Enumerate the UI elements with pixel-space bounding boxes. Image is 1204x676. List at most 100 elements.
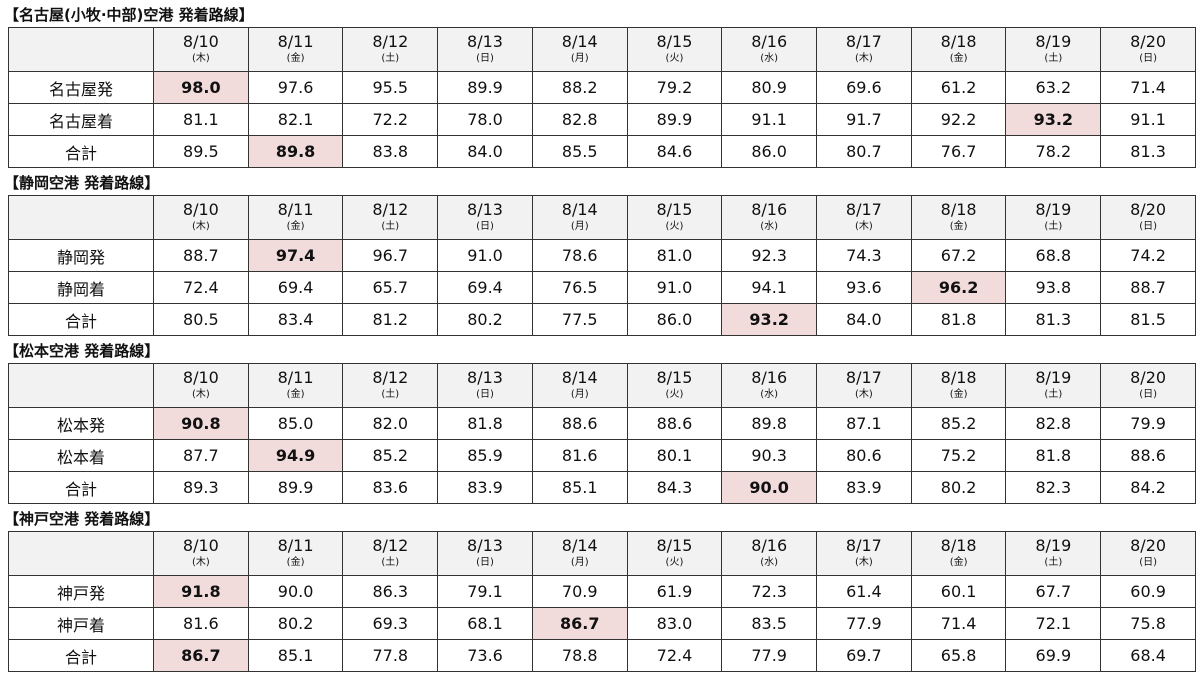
date-header: 8/11 (金) [247, 363, 344, 408]
row-label: 松本発 [8, 407, 154, 440]
date-header: 8/15 (火) [626, 195, 723, 240]
date-header: 8/20 (日) [1100, 531, 1196, 576]
value-cell: 81.8 [1005, 439, 1102, 472]
header-row: 8/10 (木) 8/11 (金) 8/12 (土) 8/13 (日) 8/14 (月) 8/15(… [8, 531, 1196, 576]
date: 8/16 [751, 535, 788, 555]
weekday: (月) [570, 220, 589, 232]
weekday: (土) [1044, 220, 1063, 232]
data-row: 神戸着 81.6 80.2 69.3 68.1 86.7 83.0 83.5 77.9 71.4 7… [8, 607, 1196, 640]
weekday: (日) [476, 556, 494, 568]
value-cell: 94.9 [247, 439, 344, 472]
row-label: 神戸発 [8, 575, 154, 608]
date: 8/12 [372, 199, 409, 219]
value-cell: 74.2 [1100, 239, 1196, 272]
value-cell: 93.6 [816, 271, 912, 304]
weekday: (日) [1139, 388, 1157, 400]
value-cell: 72.1 [1005, 607, 1102, 640]
date: 8/16 [751, 199, 788, 219]
value-cell: 82.8 [531, 103, 628, 136]
weekday: (金) [286, 388, 305, 400]
value-cell: 75.2 [910, 439, 1007, 472]
date-header: 8/11 (金) [247, 195, 344, 240]
value-cell: 67.2 [910, 239, 1007, 272]
weekday: (土) [381, 556, 400, 568]
value-cell: 90.0 [721, 471, 818, 504]
value-cell: 85.1 [531, 471, 628, 504]
value-cell: 81.8 [437, 407, 533, 440]
weekday: (金) [949, 52, 968, 64]
date: 8/11 [277, 31, 314, 51]
value-cell: 92.2 [910, 103, 1007, 136]
data-row: 合計 80.5 83.4 81.2 80.2 77.5 86.0 93.2 84.0 81.8 81… [8, 303, 1196, 336]
table: 8/10 (木) 8/11 (金) 8/12 (土) 8/13 (日) 8/14 (月) 8/15(… [8, 27, 1196, 168]
data-row: 名古屋発 98.0 97.6 95.5 89.9 88.2 79.2 80.9 69.6 61.2… [8, 71, 1196, 104]
weekday: (木) [854, 388, 873, 400]
value-cell: 80.2 [910, 471, 1007, 504]
value-cell: 89.5 [153, 135, 249, 168]
date: 8/17 [845, 367, 882, 387]
date: 8/10 [182, 199, 219, 219]
value-cell: 81.0 [626, 239, 723, 272]
value-cell: 79.1 [437, 575, 533, 608]
date-header: 8/13 (日) [437, 195, 533, 240]
weekday: (金) [286, 52, 305, 64]
value-cell: 97.6 [247, 71, 344, 104]
value-cell: 79.9 [1100, 407, 1196, 440]
value-cell: 72.3 [721, 575, 818, 608]
value-cell: 67.7 [1005, 575, 1102, 608]
date-header: 8/16 (水) [721, 531, 818, 576]
date: 8/10 [182, 535, 219, 555]
value-cell: 88.6 [626, 407, 723, 440]
value-cell: 81.1 [153, 103, 249, 136]
value-cell: 77.9 [721, 639, 818, 672]
date-header: 8/17 (木) [816, 27, 912, 72]
value-cell: 91.8 [153, 575, 249, 608]
date: 8/19 [1035, 31, 1072, 51]
section-title: 【静岡空港 発着路線】 [4, 174, 160, 192]
weekday: (日) [1139, 556, 1157, 568]
date: 8/19 [1035, 367, 1072, 387]
weekday: (金) [286, 556, 305, 568]
value-cell: 69.4 [437, 271, 533, 304]
value-cell: 81.6 [531, 439, 628, 472]
date-header: 8/18 (金) [910, 195, 1007, 240]
date-header: 8/17 (木) [816, 363, 912, 408]
weekday: (日) [1139, 52, 1157, 64]
value-cell: 65.7 [342, 271, 439, 304]
value-cell: 96.7 [342, 239, 439, 272]
date-header: 8/16 (水) [721, 363, 818, 408]
date-header: 8/19 (土) [1005, 27, 1102, 72]
data-row: 神戸発 91.8 90.0 86.3 79.1 70.9 61.9 72.3 61.4 60.1 6… [8, 575, 1196, 608]
date: 8/13 [467, 367, 503, 387]
date-header: 8/14 (月) [531, 195, 628, 240]
value-cell: 88.7 [1100, 271, 1196, 304]
value-cell: 83.5 [721, 607, 818, 640]
date-header: 8/15 (火) [626, 531, 723, 576]
data-row: 松本着 87.7 94.9 85.2 85.9 81.6 80.1 90.3 80.6 75.2 8… [8, 439, 1196, 472]
corner-cell [8, 195, 154, 240]
value-cell: 76.7 [910, 135, 1007, 168]
date: 8/14 [561, 199, 598, 219]
date: 8/10 [182, 367, 219, 387]
value-cell: 75.8 [1100, 607, 1196, 640]
value-cell: 84.2 [1100, 471, 1196, 504]
value-cell: 69.4 [247, 271, 344, 304]
weekday: (日) [1139, 220, 1157, 232]
value-cell: 80.2 [437, 303, 533, 336]
value-cell: 83.9 [437, 471, 533, 504]
date: 8/15 [656, 199, 693, 219]
date: 8/11 [277, 535, 314, 555]
row-label: 松本着 [8, 439, 154, 472]
date-header: 8/17 (木) [816, 195, 912, 240]
value-cell: 88.7 [153, 239, 249, 272]
weekday: (木) [191, 220, 210, 232]
date: 8/20 [1130, 367, 1167, 387]
weekday: (土) [1044, 556, 1063, 568]
date-header: 8/13 (日) [437, 363, 533, 408]
section-title: 【神戸空港 発着路線】 [4, 510, 160, 528]
header-row: 8/10 (木) 8/11 (金) 8/12 (土) 8/13 (日) 8/14 (月) 8/15(… [8, 195, 1196, 240]
weekday: (土) [381, 220, 400, 232]
section: 【松本空港 発着路線】 8/10 (木) 8/11 (金) 8/12 (土) 8/13 (日) 8… [0, 336, 1204, 504]
value-cell: 91.0 [437, 239, 533, 272]
